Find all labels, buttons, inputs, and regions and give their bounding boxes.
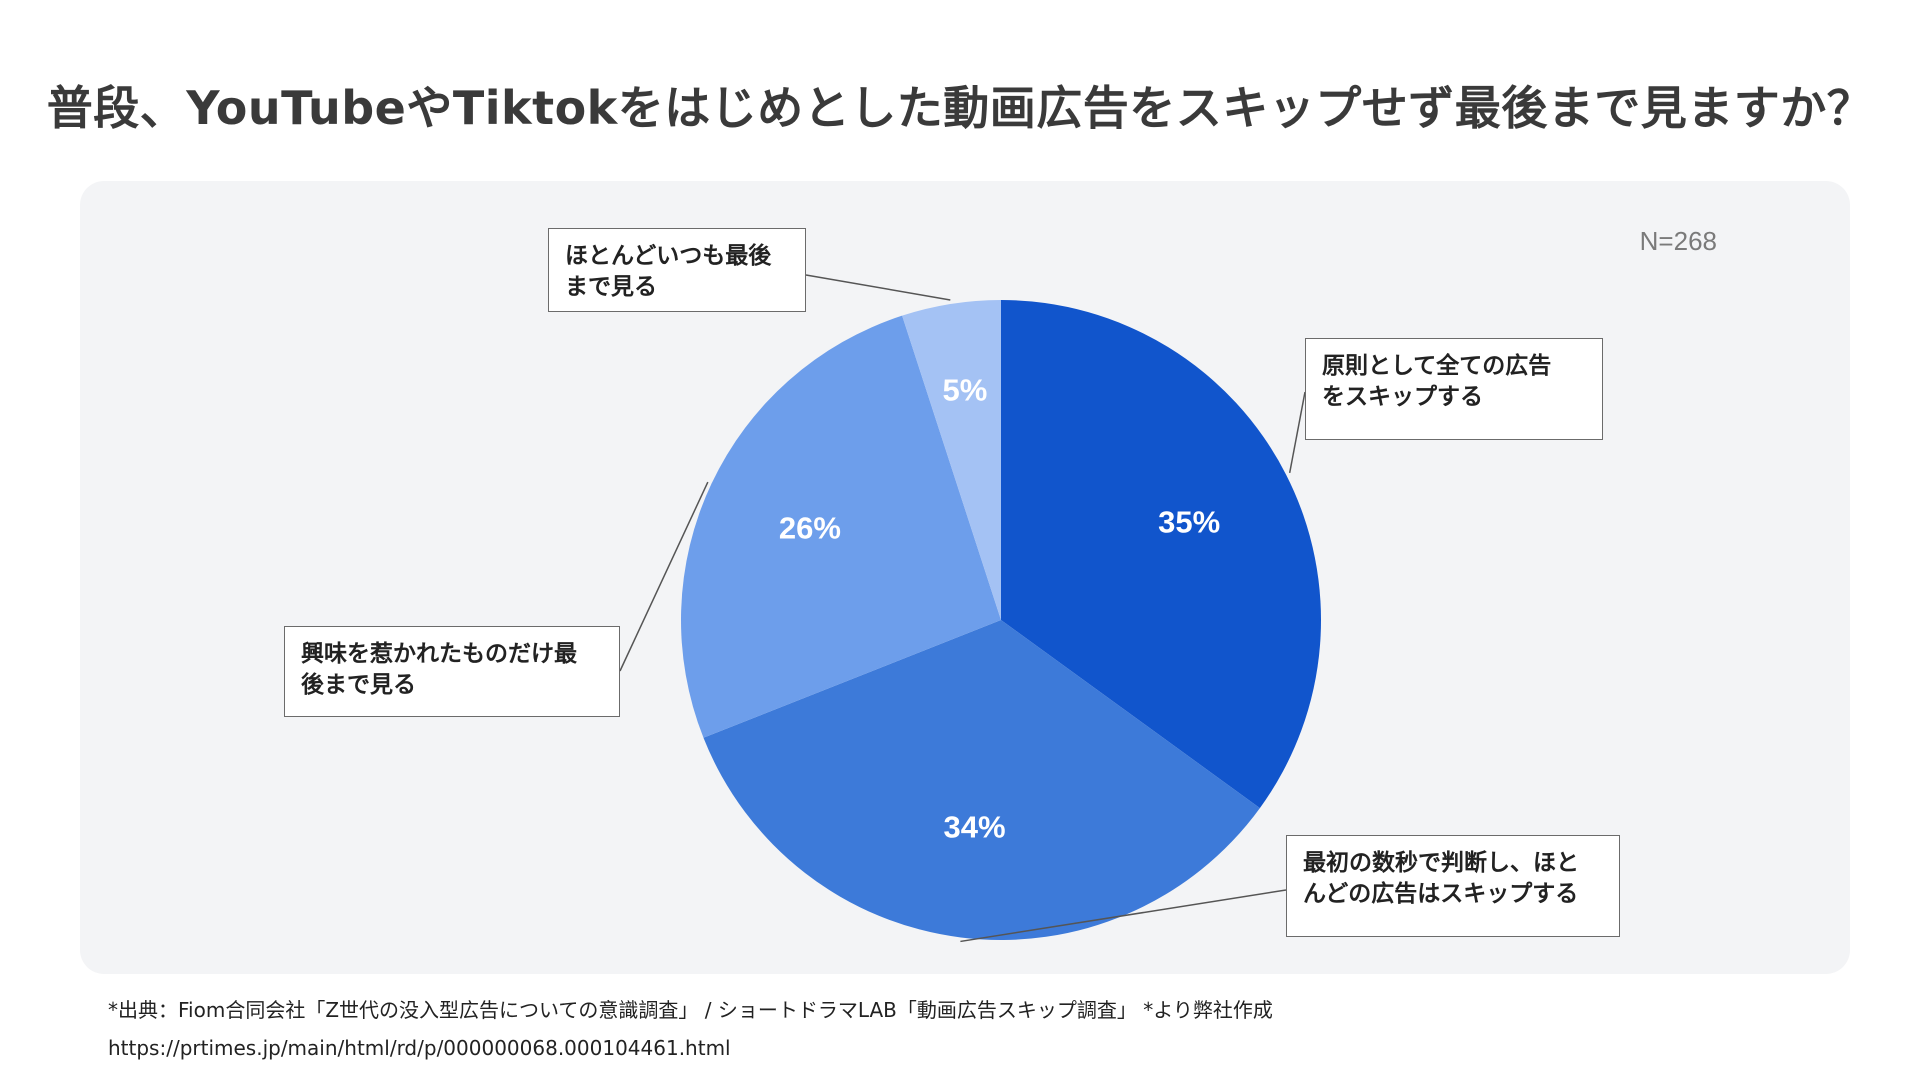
slice-label-interested-only: 興味を惹かれたものだけ最 後まで見る — [284, 626, 620, 717]
slice-label-judge-first-seconds: 最初の数秒で判断し、ほと んどの広告はスキップする — [1286, 835, 1620, 937]
pct-label-judge-first-seconds: 34% — [944, 810, 1006, 845]
pct-label-skip-all: 35% — [1158, 504, 1220, 539]
slice-interested-only — [680, 315, 1001, 738]
source-url: https://prtimes.jp/main/html/rd/p/000000… — [108, 1036, 731, 1060]
leader-line-skip-all — [1288, 391, 1306, 474]
chart-title: 普段、YouTubeやTiktokをはじめとした動画広告をスキップせず最後まで見… — [46, 81, 1874, 135]
pct-label-interested-only: 26% — [779, 510, 841, 545]
percentage-labels: 35% 34% 26% 5% — [779, 373, 1220, 845]
leader-line-judge-first-seconds — [960, 889, 1287, 943]
leader-line-almost-always-watch — [805, 274, 951, 301]
slice-label-skip-all: 原則として全ての広告 をスキップする — [1305, 338, 1603, 440]
slice-almost-always-watch — [902, 300, 1001, 620]
slice-judge-first-seconds — [703, 620, 1260, 941]
slice-skip-all — [1001, 300, 1322, 809]
sample-size-label: N=268 — [1639, 226, 1717, 256]
source-note: *出典：Fiom合同会社「Z世代の没入型広告についての意識調査」 / ショートド… — [108, 998, 1273, 1022]
slice-label-almost-always-watch: ほとんどいつも最後 まで見る — [548, 228, 806, 312]
pie-slices — [680, 300, 1322, 941]
pct-label-almost-always-watch: 5% — [943, 373, 988, 408]
leader-lines — [619, 274, 1306, 943]
leader-line-interested-only — [619, 481, 709, 672]
